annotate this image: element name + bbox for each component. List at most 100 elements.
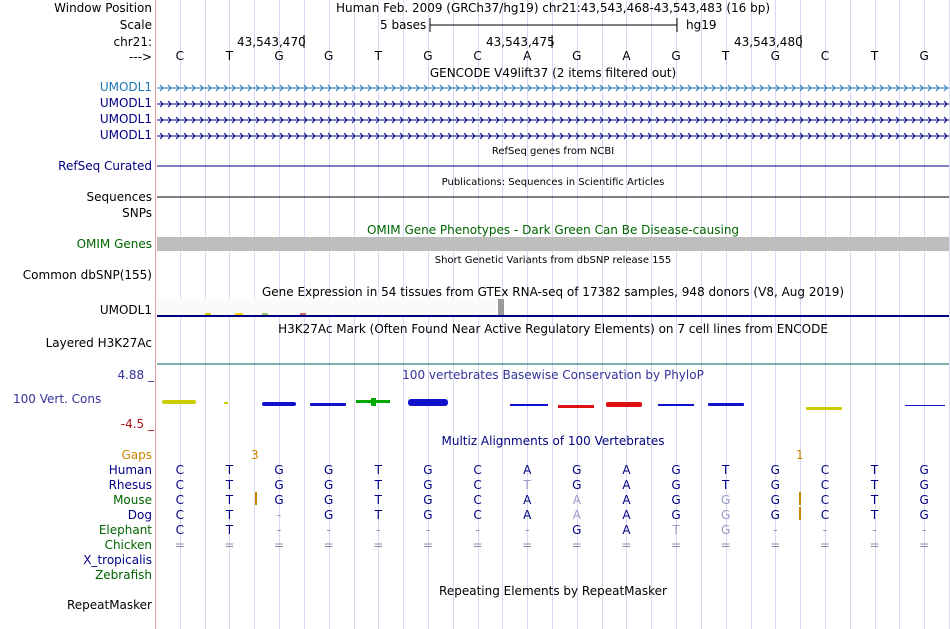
strand-chevron [271,132,276,140]
strand-chevron [383,116,388,124]
strand-chevron [175,84,180,92]
aligned-base: G [324,508,334,522]
publications-track-title: Publications: Sequences in Scientific Ar… [441,177,665,188]
strand-chevron [575,100,580,108]
strand-chevron [471,100,476,108]
refseq-label[interactable]: RefSeq Curated [58,159,152,173]
strand-chevron [287,100,292,108]
species-label[interactable]: X_tropicalis [83,553,152,567]
aligned-base: T [870,508,879,522]
aligned-base: T [722,478,730,492]
gene-label[interactable]: UMODL1 [99,80,152,94]
repeatmasker-label[interactable]: RepeatMasker [66,598,152,612]
aligned-base: G [572,478,582,492]
strand-chevron [271,100,276,108]
strand-chevron [535,84,540,92]
aligned-base: G [770,478,780,492]
strand-chevron [447,132,452,140]
aligned-base: A [523,493,532,507]
strand-chevron [791,132,796,140]
species-label[interactable]: Mouse [113,493,152,507]
reference-base: C [473,49,482,63]
gtex-bars[interactable] [0,299,950,319]
strand-chevron [623,100,628,108]
strand-chevron [607,84,612,92]
strand-chevron [727,132,732,140]
strand-chevron [439,84,444,92]
strand-chevron [751,100,756,108]
strand-chevron [351,116,356,124]
strand-chevron [463,116,468,124]
strand-chevron [935,100,940,108]
species-label[interactable]: Zebrafish [95,568,152,582]
strand-chevron [679,116,684,124]
strand-chevron [903,116,908,124]
aligned-base: G [274,478,284,492]
strand-chevron [359,100,364,108]
strand-chevron [391,132,396,140]
aligned-base: - [773,523,778,537]
strand-chevron [183,100,188,108]
strand-chevron [895,132,900,140]
snps-label[interactable]: SNPs [122,206,152,220]
strand-chevron [247,116,252,124]
aligned-base: G [919,493,929,507]
h3k27ac-label[interactable]: Layered H3K27Ac [45,336,152,350]
aligned-base: G [671,508,681,522]
strand-chevron [743,100,748,108]
scale-text: 5 bases [380,18,427,32]
aligned-base: = [274,538,285,552]
reference-base: T [225,49,234,63]
strand-chevron [887,116,892,124]
aligned-base: A [523,508,532,522]
species-label[interactable]: Human [108,463,152,477]
species-label[interactable]: Rhesus [108,478,152,492]
strand-chevron [407,100,412,108]
aligned-base: C [175,523,184,537]
strand-chevron [239,132,244,140]
strand-chevron [599,100,604,108]
strand-chevron [799,100,804,108]
strand-chevron [783,100,788,108]
gene-label[interactable]: UMODL1 [99,128,152,142]
strand-chevron [511,100,516,108]
strand-chevron [567,84,572,92]
gene-label[interactable]: UMODL1 [99,96,152,110]
gene-label[interactable]: UMODL1 [99,112,152,126]
strand-chevron [191,84,196,92]
strand-chevron [631,84,636,92]
cons-track-title: 100 vertebrates Basewise Conservation by… [402,368,704,382]
strand-chevron [463,132,468,140]
strand-chevron [231,84,236,92]
cons-label[interactable]: 100 Vert. Cons [13,392,102,406]
h3k27ac-track-title: H3K27Ac Mark (Often Found Near Active Re… [278,322,828,336]
strand-chevron [647,132,652,140]
strand-chevron [487,116,492,124]
omim-bar[interactable] [157,237,949,251]
strand-chevron [431,84,436,92]
omim-label[interactable]: OMIM Genes [76,237,152,251]
strand-chevron [639,132,644,140]
strand-chevron [407,84,412,92]
strand-chevron [863,84,868,92]
strand-chevron [519,116,524,124]
cons-logo[interactable] [0,388,950,418]
aligned-base: G [324,478,334,492]
strand-chevron [903,84,908,92]
gtex-label[interactable]: UMODL1 [99,303,152,317]
publications-label[interactable]: Sequences [86,190,152,204]
gaps-label[interactable]: Gaps [121,448,152,462]
aligned-base: G [572,463,582,477]
reference-base: G [572,49,582,63]
aligned-base: G [721,493,731,507]
species-label[interactable]: Dog [127,508,152,522]
gene-models[interactable] [0,80,950,144]
strand-chevron [423,100,428,108]
strand-chevron [927,84,932,92]
strand-chevron [527,116,532,124]
strand-chevron [679,100,684,108]
strand-chevron [431,132,436,140]
species-label[interactable]: Elephant [98,523,152,537]
dbsnp-label[interactable]: Common dbSNP(155) [22,268,152,282]
species-label[interactable]: Chicken [104,538,152,552]
